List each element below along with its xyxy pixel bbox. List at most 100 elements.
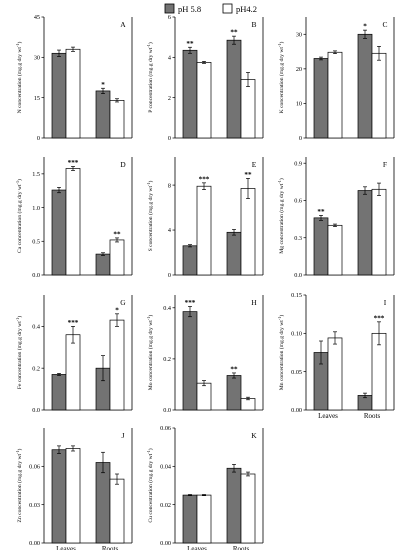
y-axis-label-text: Mg concentration (mg.g dry wt — [278, 183, 285, 254]
y-tick-label: 0.0 — [32, 407, 40, 414]
y-tick-label: 0.00 — [160, 540, 171, 547]
y-axis-label-close: ) — [278, 178, 285, 180]
bar-leaves-series0 — [182, 49, 198, 139]
bar-leaves-series0 — [51, 374, 67, 411]
bar-leaves-series1 — [196, 382, 212, 411]
y-tick-label: 15 — [34, 95, 40, 102]
legend-swatch-ph42 — [222, 3, 233, 14]
y-axis-label-exponent: -1 — [277, 317, 282, 321]
panel-label: B — [251, 20, 256, 29]
y-axis-label-close: ) — [147, 448, 154, 450]
y-axis-label-text: K concentration (mg.g dry wt — [278, 47, 285, 114]
y-tick-label: 0.6 — [294, 198, 302, 205]
panel-f: 0.0 0.3 0.6 0.9 Mg concentration (mg.g dry w… — [277, 157, 395, 279]
y-tick-label: 0 — [299, 135, 302, 142]
y-axis-label-text: Zn concentration (mg.g dry wt — [16, 453, 23, 522]
panel-label: D — [120, 160, 126, 169]
y-tick-label: 0.0 — [294, 272, 302, 279]
bar-leaves-series1 — [65, 48, 81, 139]
y-axis-label-exponent: -1 — [15, 450, 20, 454]
y-axis-label-exponent: -1 — [146, 44, 151, 48]
y-tick-label: 0.0 — [163, 407, 171, 414]
y-tick-label: 30 — [34, 55, 40, 62]
y-axis-label-close: ) — [147, 315, 154, 317]
bar-roots-series1 — [240, 398, 256, 411]
y-axis-label: S concentration (mg.g dry wt-1) — [146, 180, 154, 251]
x-category-label-roots: Roots — [233, 545, 250, 550]
bar-roots-series0 — [226, 39, 242, 139]
significance-marker: * — [115, 306, 119, 314]
y-axis-label: Zn concentration (mg.g dry wt-1) — [15, 448, 23, 522]
bar-leaves-series1 — [65, 168, 81, 276]
significance-marker: ** — [113, 230, 121, 238]
y-axis-label-close: ) — [147, 42, 154, 44]
bar-leaves-series0 — [313, 217, 329, 276]
bar-leaves-series0 — [51, 449, 67, 544]
y-tick-label: 0.02 — [160, 502, 171, 509]
panel-label: F — [383, 160, 387, 169]
y-tick-label: 0.2 — [32, 365, 40, 372]
y-tick-label: 30 — [296, 31, 302, 38]
significance-marker: ** — [230, 29, 238, 37]
panel-label: A — [120, 20, 126, 29]
y-axis-label-text: Fe concentration (mg.g dry wt — [16, 321, 23, 389]
significance-marker: * — [363, 23, 367, 31]
bar-roots-series1 — [240, 188, 256, 276]
bar-roots-series1 — [109, 478, 125, 544]
y-axis-label: Ca concentration (mg.g dry wt-1) — [15, 179, 23, 253]
y-tick-label: 10 — [296, 101, 302, 108]
panel-a: 0 15 30 45 N concentration (mg.g dry wt-1) A * — [15, 14, 133, 142]
y-tick-label: 0.0 — [32, 272, 40, 279]
legend-label-ph58: pH 5.8 — [178, 4, 201, 14]
bar-roots-series0 — [226, 231, 242, 276]
bar-leaves-series1 — [327, 337, 343, 411]
y-tick-label: 0.03 — [29, 502, 40, 509]
y-axis-label-text: P concentration (mg.g dry wt — [147, 47, 154, 113]
y-tick-label: 20 — [296, 66, 302, 73]
y-tick-label: 0.4 — [32, 324, 40, 331]
y-axis-label: Fe concentration (mg.g dry wt-1) — [15, 316, 23, 389]
y-axis-label-close: ) — [16, 448, 23, 450]
bar-leaves-series0 — [182, 245, 198, 276]
y-tick-label: 0.10 — [291, 331, 302, 338]
bar-roots-series1 — [371, 188, 387, 276]
bar-leaves-series0 — [51, 189, 67, 276]
bar-roots-series0 — [357, 33, 373, 139]
y-axis-label-text: Ca concentration (mg.g dry wt — [16, 184, 23, 253]
y-tick-label: 4 — [168, 227, 171, 234]
bar-leaves-series1 — [196, 62, 212, 139]
panel-c: 0 10 20 30 K concentration (mg.g dry wt-1) C * — [277, 17, 395, 142]
x-category-label-leaves: Leaves — [318, 412, 338, 420]
panel-label: K — [251, 431, 257, 440]
bar-leaves-series1 — [196, 494, 212, 544]
panel-k: 0.00 0.02 0.04 0.06 Cu concentration (mg.g d… — [146, 425, 264, 550]
panel-b: 0 2 4 6 P concentration (mg.g dry wt-1) B ** ** — [146, 14, 264, 142]
y-axis-label-text: Cu concentration (mg.g dry wt — [147, 453, 154, 522]
panel-i: 0.00 0.05 0.10 0.15 Mn concentration (mg.g d… — [277, 292, 395, 420]
y-axis-label: Mg concentration (mg.g dry wt-1) — [277, 178, 285, 254]
bar-roots-series0 — [95, 462, 111, 544]
x-category-label-roots: Roots — [364, 412, 381, 420]
bar-leaves-series0 — [313, 58, 329, 139]
y-tick-label: 0.06 — [160, 425, 171, 432]
y-tick-label: 0.00 — [29, 540, 40, 547]
significance-marker: *** — [185, 299, 196, 307]
y-axis-label-text: S concentration (mg.g dry wt — [147, 186, 154, 252]
bar-roots-series0 — [226, 467, 242, 544]
y-axis-label-exponent: -1 — [146, 182, 151, 186]
panel-label: E — [252, 160, 257, 169]
y-tick-label: 0.04 — [160, 464, 171, 471]
bar-roots-series0 — [95, 253, 111, 276]
significance-marker: *** — [68, 159, 79, 167]
y-tick-label: 6 — [168, 14, 171, 21]
y-axis-label-exponent: -1 — [15, 318, 20, 322]
y-axis-label: Mn concentration (mg.g dry wt-1) — [277, 315, 285, 391]
y-tick-label: 2 — [168, 95, 171, 102]
x-category-label-roots: Roots — [102, 545, 119, 550]
significance-marker: ** — [317, 208, 325, 216]
y-axis-label-exponent: -1 — [15, 44, 20, 48]
y-tick-label: 8 — [168, 182, 171, 189]
y-axis-label-close: ) — [16, 316, 23, 318]
